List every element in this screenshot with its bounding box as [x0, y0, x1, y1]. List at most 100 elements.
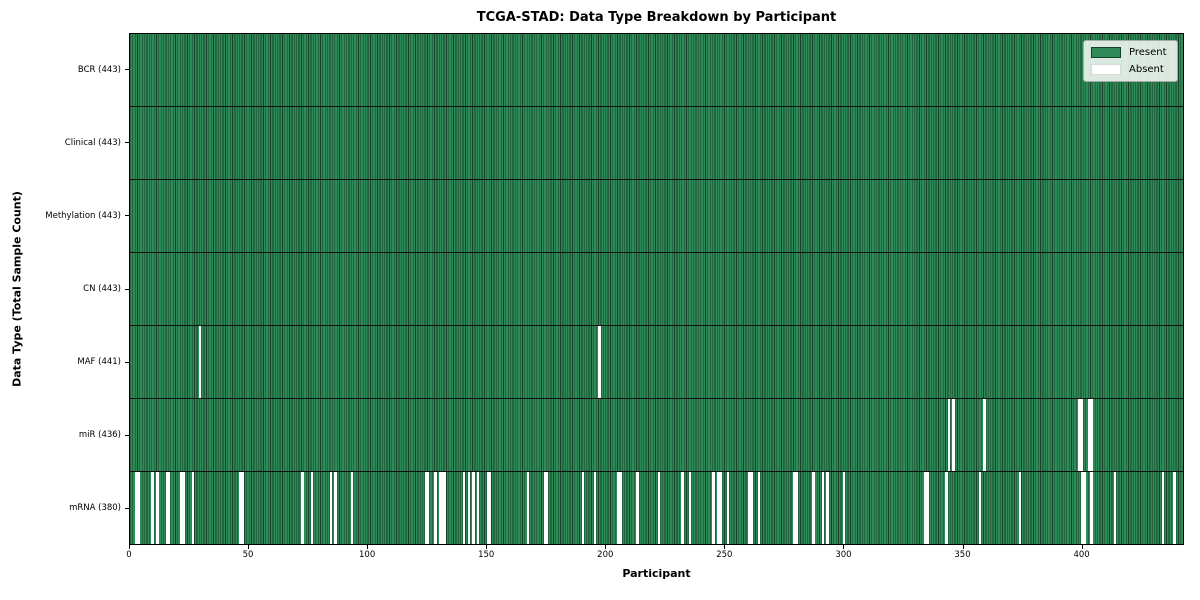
absent-stripe-mrna-46 — [239, 472, 242, 544]
absent-stripe-mir-346 — [952, 399, 955, 471]
x-tick-mark-300 — [843, 545, 845, 549]
x-tick-mark-350 — [962, 545, 964, 549]
x-tick-label-250: 250 — [716, 550, 733, 560]
absent-stripe-mrna-287 — [812, 472, 815, 544]
y-tick-mark-cn — [125, 288, 129, 290]
absent-stripe-mrna-247 — [717, 472, 720, 544]
absent-stripe-mir-399 — [1078, 399, 1081, 471]
y-tick-mark-maf — [125, 361, 129, 363]
legend-item-absent: Absent — [1091, 64, 1167, 75]
heatmap-row-mrna — [130, 472, 1183, 544]
absent-stripe-mrna-195 — [593, 472, 596, 544]
absent-stripe-mrna-414 — [1114, 472, 1117, 544]
absent-stripe-mrna-21 — [179, 472, 183, 544]
absent-stripe-mrna-124 — [424, 472, 428, 544]
y-tick-label-mrna: mRNA (380) — [69, 503, 121, 514]
y-tick-label-cn: CN (443) — [83, 284, 121, 294]
absent-stripe-mrna-235 — [688, 472, 691, 544]
absent-stripe-mrna-357 — [978, 472, 981, 544]
absent-stripe-mrna-190 — [581, 472, 584, 544]
absent-stripe-mrna-22 — [182, 472, 185, 544]
absent-stripe-mrna-404 — [1090, 472, 1093, 544]
absent-stripe-mrna-144 — [472, 472, 475, 544]
absent-stripe-mrna-206 — [619, 472, 623, 544]
x-tick-label-50: 50 — [242, 550, 254, 560]
absent-stripe-mrna-264 — [757, 472, 760, 544]
absent-stripe-maf-197 — [598, 326, 601, 398]
heatmap-row-maf — [130, 326, 1183, 399]
absent-stripe-mrna-343 — [945, 472, 948, 544]
x-tick-label-400: 400 — [1073, 550, 1090, 560]
y-tick-label-maf: MAF (441) — [77, 357, 121, 368]
legend-present-label: Present — [1129, 47, 1167, 58]
absent-stripe-mrna-150 — [486, 472, 489, 544]
absent-stripe-mir-344 — [947, 399, 951, 471]
x-tick-mark-250 — [724, 545, 726, 549]
x-tick-label-100: 100 — [359, 550, 376, 560]
x-tick-mark-400 — [1081, 545, 1083, 549]
absent-stripe-mrna-72 — [301, 472, 304, 544]
absent-stripe-mrna-16 — [168, 472, 171, 544]
absent-stripe-mrna-76 — [310, 472, 314, 544]
y-tick-mark-bcr — [125, 69, 129, 71]
absent-stripe-mir-400 — [1080, 399, 1084, 471]
absent-stripe-mrna-401 — [1083, 472, 1086, 544]
absent-stripe-mrna-86 — [334, 472, 337, 544]
absent-swatch-icon — [1091, 64, 1121, 75]
absent-stripe-mrna-293 — [826, 472, 829, 544]
absent-stripe-mrna-11 — [156, 472, 159, 544]
x-tick-label-300: 300 — [835, 550, 852, 560]
absent-stripe-mrna-132 — [443, 472, 447, 544]
absent-stripe-mrna-26 — [191, 472, 195, 544]
heatmap-row-mir — [130, 399, 1183, 472]
absent-stripe-mrna-232 — [681, 472, 684, 544]
y-tick-mark-clinical — [125, 142, 129, 144]
x-tick-mark-150 — [486, 545, 488, 549]
absent-stripe-mrna-291 — [821, 472, 825, 544]
x-tick-mark-0 — [129, 545, 130, 549]
y-tick-mark-mir — [125, 434, 129, 436]
absent-stripe-mrna-15 — [165, 472, 169, 544]
absent-stripe-mrna-222 — [657, 472, 661, 544]
absent-stripe-mrna-374 — [1018, 472, 1022, 544]
x-tick-label-0: 0 — [126, 550, 132, 560]
absent-stripe-mrna-248 — [719, 472, 722, 544]
present-swatch-icon — [1091, 47, 1121, 58]
absent-stripe-mrna-167 — [526, 472, 530, 544]
absent-stripe-mrna-142 — [467, 472, 470, 544]
absent-stripe-mrna-245 — [712, 472, 715, 544]
absent-stripe-mrna-279 — [793, 472, 796, 544]
absent-stripe-mrna-146 — [477, 472, 480, 544]
absent-stripe-mrna-280 — [795, 472, 798, 544]
absent-stripe-mir-359 — [983, 399, 986, 471]
absent-stripe-mrna-47 — [241, 472, 245, 544]
absent-stripe-mrna-131 — [441, 472, 444, 544]
absent-stripe-mrna-439 — [1173, 472, 1176, 544]
x-tick-label-350: 350 — [954, 550, 971, 560]
absent-stripe-mrna-300 — [843, 472, 846, 544]
absent-stripe-mir-404 — [1090, 399, 1093, 471]
absent-stripe-mir-403 — [1087, 399, 1091, 471]
x-tick-label-200: 200 — [597, 550, 614, 560]
heatmap-row-bcr — [130, 34, 1183, 107]
absent-stripe-mrna-93 — [351, 472, 354, 544]
absent-stripe-mrna-84 — [329, 472, 333, 544]
absent-stripe-mrna-251 — [726, 472, 729, 544]
absent-stripe-mrna-3 — [137, 472, 140, 544]
x-tick-mark-100 — [367, 545, 369, 549]
absent-stripe-mrna-213 — [636, 472, 639, 544]
x-axis-title: Participant — [622, 567, 691, 580]
x-tick-mark-200 — [605, 545, 607, 549]
absent-stripe-maf-29 — [198, 326, 202, 398]
absent-stripe-mrna-2 — [134, 472, 138, 544]
absent-stripe-mrna-9 — [151, 472, 154, 544]
chart-title: TCGA-STAD: Data Type Breakdown by Partic… — [476, 10, 837, 25]
heatmap-row-clinical — [130, 107, 1183, 180]
y-tick-mark-methylation — [125, 215, 129, 217]
absent-stripe-mrna-335 — [926, 472, 929, 544]
y-tick-label-mir: miR (436) — [78, 430, 121, 441]
absent-stripe-mrna-128 — [434, 472, 437, 544]
heatmap-plot-area — [129, 33, 1184, 545]
absent-stripe-mrna-140 — [462, 472, 466, 544]
